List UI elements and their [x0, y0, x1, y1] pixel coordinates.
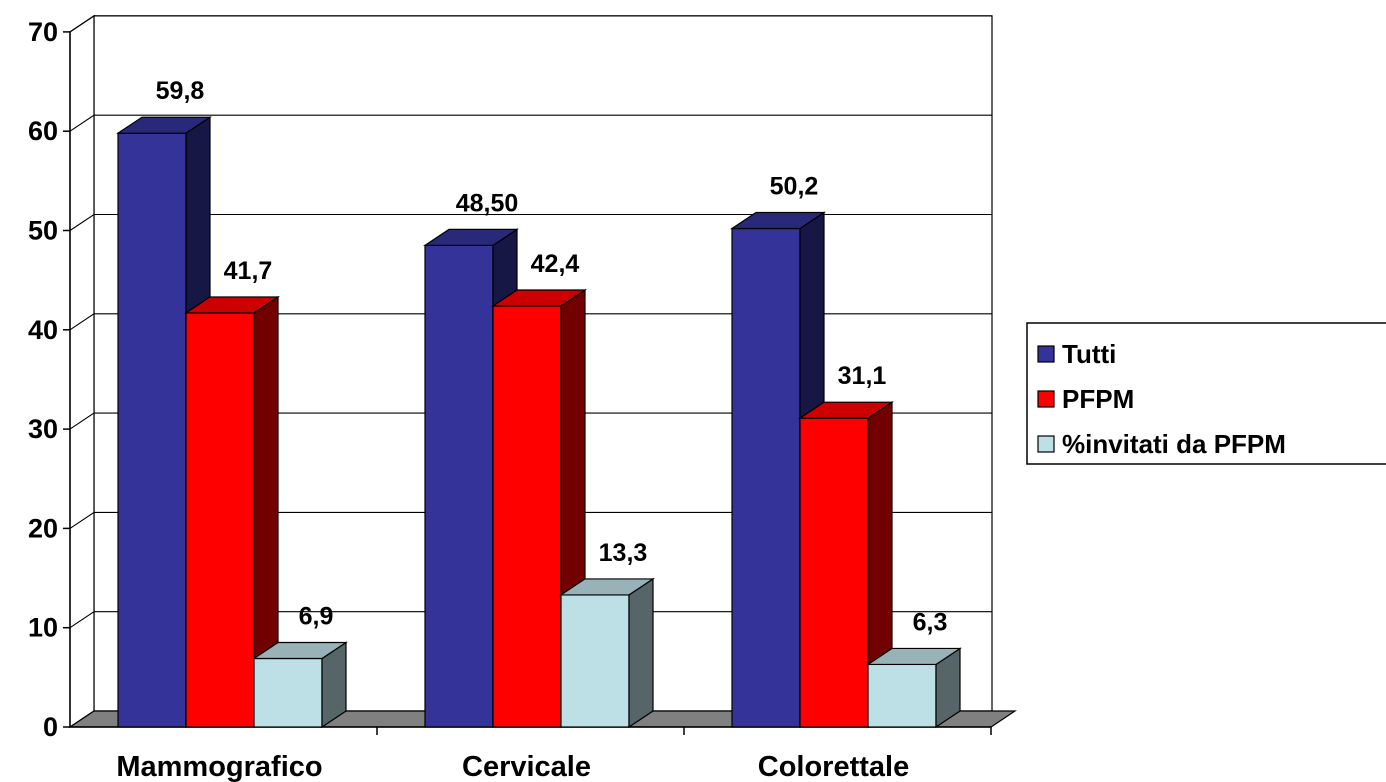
- gridline: [69, 511, 992, 529]
- bar-top: [184, 296, 280, 314]
- bar-top: [423, 228, 519, 246]
- y-tick-label: 30: [28, 414, 58, 444]
- category-label: Cervicale: [462, 751, 591, 782]
- y-tick-label: 50: [28, 216, 58, 246]
- data-label: 31,1: [838, 362, 887, 390]
- bar-top: [116, 116, 212, 134]
- data-label: 59,8: [156, 77, 205, 105]
- bar-front: [492, 305, 562, 728]
- y-tick-label: 40: [28, 315, 58, 345]
- data-label: 48,50: [456, 189, 519, 217]
- gridline: [69, 313, 992, 331]
- bar-front: [560, 594, 630, 728]
- data-label: 6,3: [913, 608, 948, 636]
- y-tick-label: 20: [28, 513, 58, 543]
- bar: [798, 401, 894, 729]
- gridline: [69, 15, 992, 33]
- bar: [184, 295, 280, 729]
- data-label: 13,3: [599, 539, 648, 567]
- data-labels: 59,8 41,7 6,9 48,50 42,4 13,3 50,2 31,1 6,3: [156, 77, 948, 636]
- category-label: Mammografico: [116, 751, 322, 782]
- bar-top: [491, 289, 587, 307]
- bar-top: [866, 647, 962, 666]
- legend: Tutti PFPM %invitati da PFPM: [1026, 322, 1386, 465]
- legend-swatch: [1037, 345, 1055, 363]
- bar-front: [185, 312, 255, 728]
- data-label: 50,2: [770, 173, 819, 201]
- legend-box: [1026, 322, 1386, 465]
- bar-top: [730, 211, 826, 230]
- legend-swatch: [1037, 390, 1055, 408]
- legend-label: PFPM: [1062, 384, 1134, 414]
- bar-front: [117, 132, 187, 728]
- data-label: 41,7: [224, 257, 273, 285]
- bar-top: [252, 641, 348, 660]
- bar-top: [798, 401, 894, 419]
- bar: [866, 647, 962, 729]
- category-labels: Mammografico Cervicale Colorettale: [116, 751, 909, 782]
- bars: [116, 116, 962, 729]
- bar-top: [559, 578, 655, 596]
- bar-front: [731, 227, 801, 728]
- bar-front: [253, 657, 323, 728]
- bar-side: [628, 577, 654, 729]
- gridline: [69, 213, 992, 231]
- y-tick-label: 70: [28, 17, 58, 47]
- legend-label: Tutti: [1062, 339, 1116, 369]
- bar-front: [867, 663, 937, 728]
- y-tick-label: 0: [43, 712, 58, 742]
- y-tick-label: 60: [28, 116, 58, 146]
- legend-label: %invitati da PFPM: [1062, 429, 1286, 459]
- bar-front: [799, 417, 869, 728]
- bar-front: [424, 244, 494, 728]
- gridlines: [69, 15, 992, 629]
- gridline: [69, 114, 992, 132]
- legend-swatch: [1037, 435, 1055, 453]
- data-label: 6,9: [299, 602, 334, 630]
- y-tick-label: 10: [28, 613, 58, 643]
- bar: [559, 577, 655, 729]
- data-label: 42,4: [531, 250, 580, 278]
- bar: [252, 641, 348, 729]
- gridline: [69, 611, 992, 629]
- category-label: Colorettale: [758, 751, 909, 782]
- gridline: [69, 412, 992, 430]
